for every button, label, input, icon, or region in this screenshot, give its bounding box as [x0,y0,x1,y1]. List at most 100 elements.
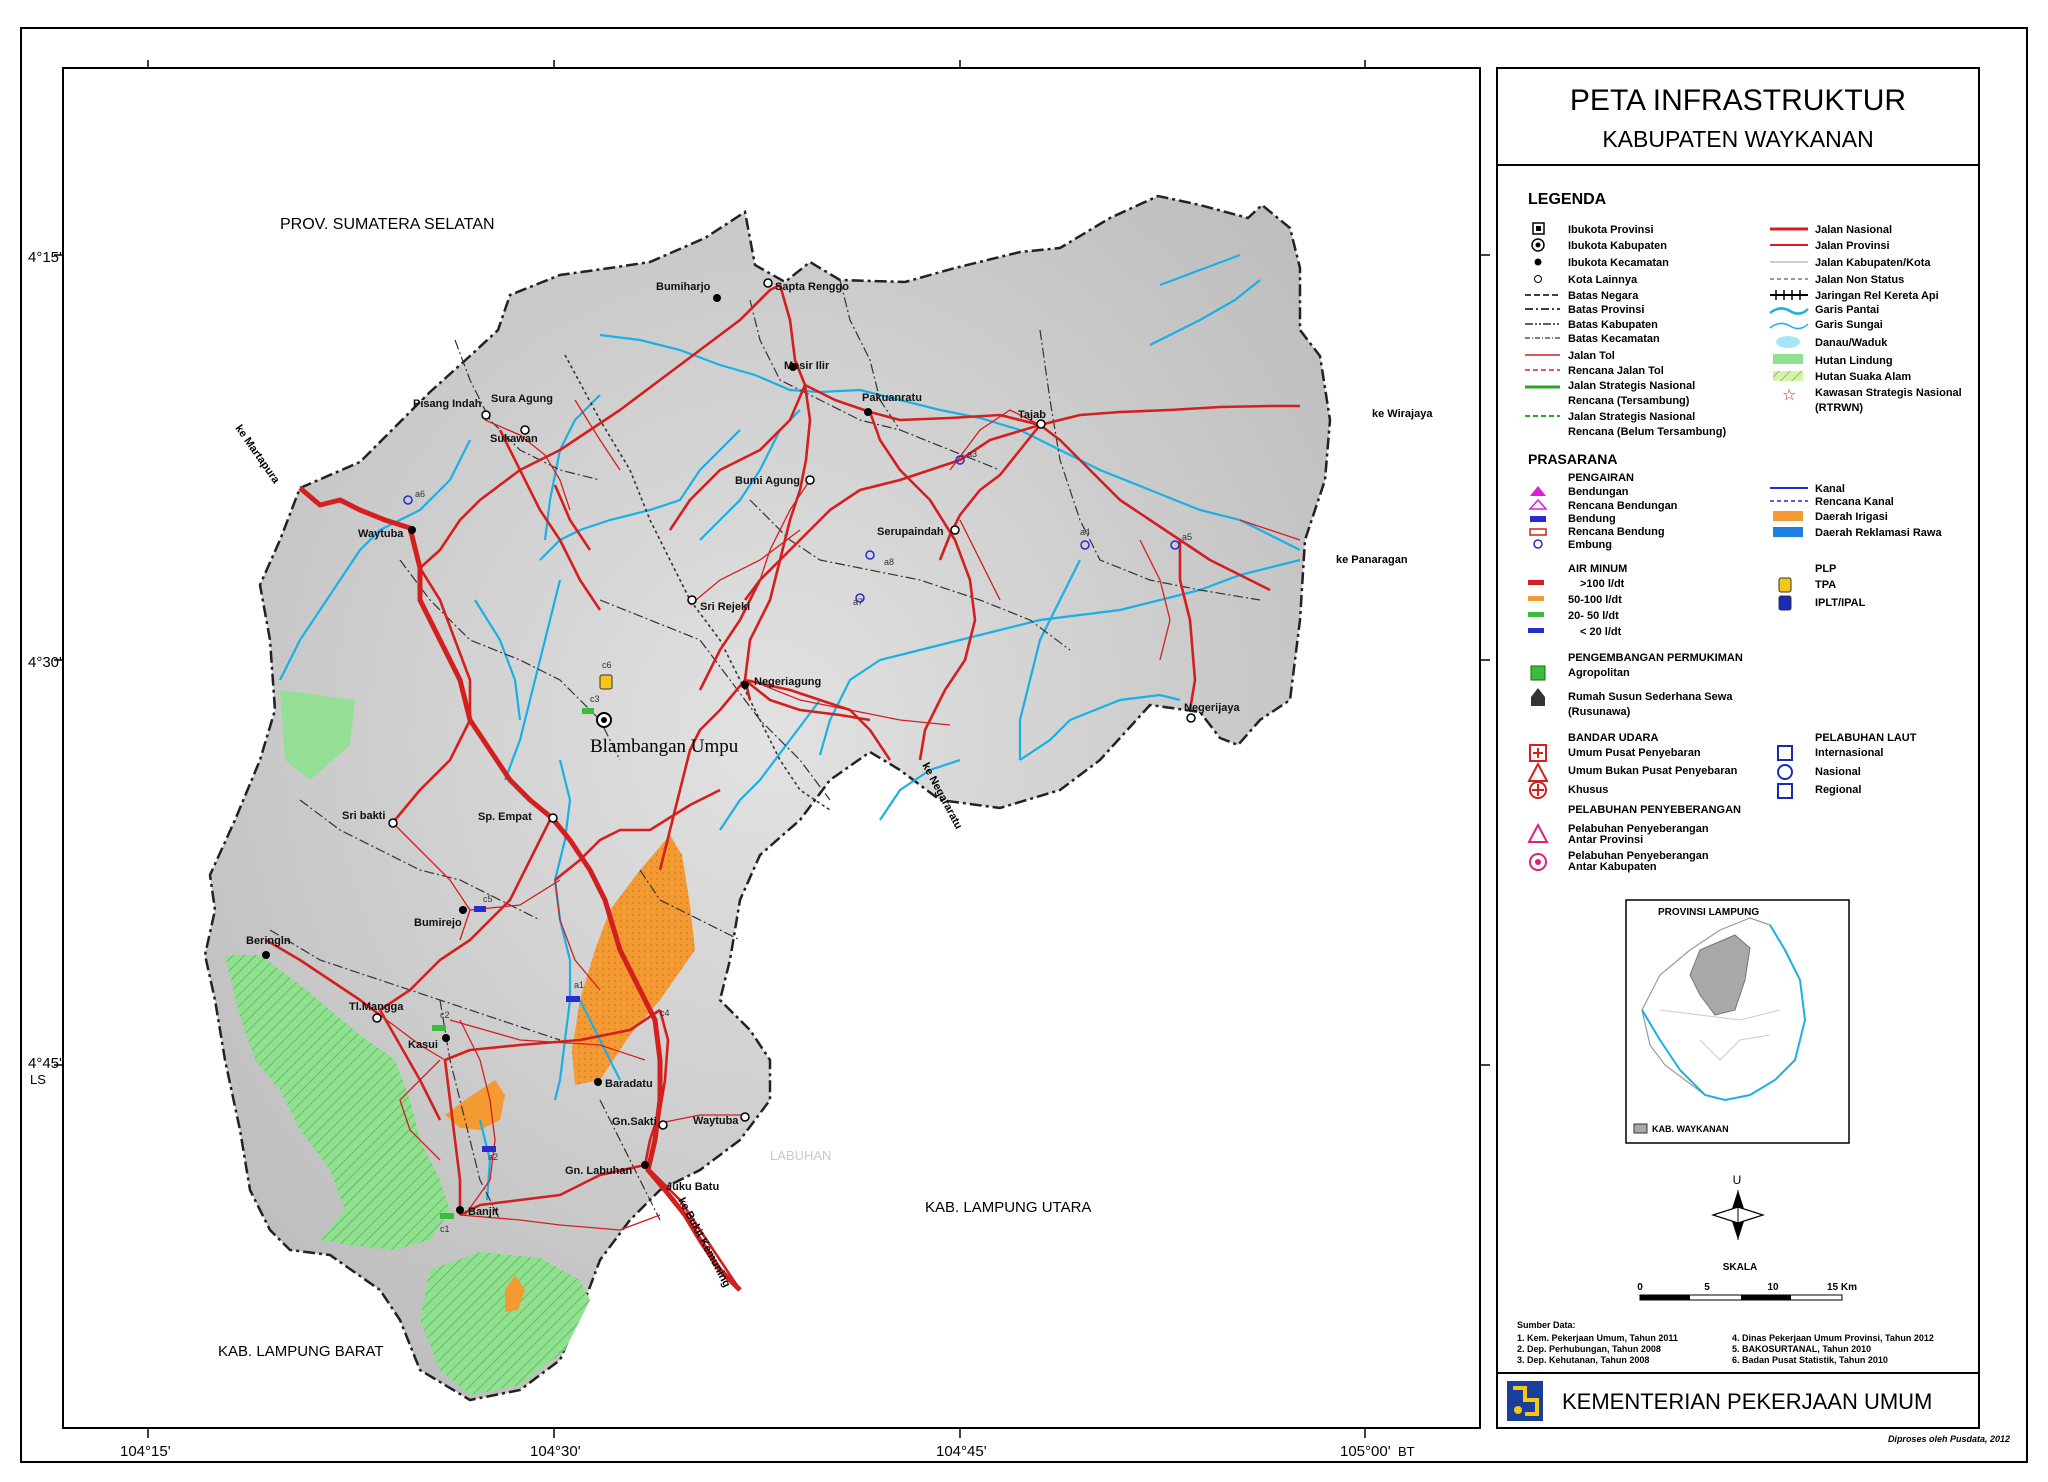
forest-south-hatch [420,1252,590,1395]
source-item: 6. Badan Pusat Statistik, Tahun 2010 [1732,1355,1888,1365]
towns: Bumiharjo Sapta Renggo Mesir Ilir Pakuan… [246,278,1241,1218]
prasarana-title: PRASARANA [1528,451,1617,467]
legend-item: Kanal [1815,483,1845,495]
legend-item: TPA [1815,579,1836,591]
lon-label-3: 104°45' [936,1443,987,1460]
legend-bandara: BANDAR UDARA Umum Pusat Penyebaran Umum … [1527,732,1917,799]
legend-item: Internasional [1815,747,1883,759]
legend-item: Jalan Strategis Nasional [1568,411,1695,423]
town-label: Bumiharjo [656,281,711,293]
legend-pengairan: PENGAIRAN Bendungan Rencana Bendungan Be… [1528,472,1942,551]
legend-title: LEGENDA [1528,191,1607,208]
town-label: Bumi Agung [735,475,800,487]
town-label: Pakuanratu [862,392,922,404]
legend-right: Jalan Nasional Jalan Provinsi Jalan Kabu… [1769,224,1962,414]
town-label: Tl.Mangga [349,1001,404,1013]
legend-item: Pelabuhan Penyeberangan [1568,850,1709,862]
region-labuhan: LABUHAN [770,1148,831,1163]
legend-item: Batas Kecamatan [1568,333,1660,345]
source-item: 1. Kem. Pekerjaan Umum, Tahun 2011 [1517,1333,1678,1343]
town-label: Pisang Indah [413,398,482,410]
capital-label: Blambangan Umpu [590,736,739,757]
section-title: PENGAIRAN [1568,472,1634,484]
legend-item: Daerah Reklamasi Rawa [1815,527,1942,539]
legend-item: Jalan Tol [1568,350,1615,362]
town-label: Beringin [246,935,291,947]
legend-item: Antar Kabupaten [1568,861,1657,873]
legend-item: Garis Sungai [1815,319,1883,331]
irrigation-small-2 [505,1275,525,1312]
trunk-road [298,486,742,1292]
legend-item: Nasional [1815,766,1861,778]
source-item: 2. Dep. Perhubungan, Tahun 2008 [1517,1344,1661,1354]
town-label: Gn.Sakti [612,1116,657,1128]
scale-tick: 15 Km [1827,1282,1857,1293]
town-label: Tajab [1018,409,1046,421]
legend-item: Daerah Irigasi [1815,511,1888,523]
district-capital: Blambangan Umpu [590,712,739,757]
town-label: Juku Batu [666,1181,719,1193]
railway [564,354,831,811]
lat-label-2: 4°30' [28,654,62,671]
source-item: 4. Dinas Pekerjaan Umum Provinsi, Tahun … [1732,1333,1934,1343]
section-title: BANDAR UDARA [1568,732,1658,744]
code-a6: a6 [415,489,425,499]
legend-item: Batas Negara [1568,290,1639,302]
svg-text:☆: ☆ [1782,387,1796,404]
code-a5: a5 [1182,532,1192,542]
lon-unit: BT [1398,1444,1415,1459]
irrigation-main-dots [572,835,695,1085]
legend-item: < 20 l/dt [1580,626,1622,638]
legend-item: Bendungan [1568,486,1629,498]
town-label: Banjit [468,1206,499,1218]
legend-item: Jalan Nasional [1815,224,1892,236]
legend-item: Rencana Jalan Tol [1568,365,1664,377]
ministry-logo [1507,1381,1543,1421]
legend-permukiman: PENGEMBANGAN PERMUKIMAN Agropolitan Ruma… [1530,652,1743,718]
town-label: Serupaindah [877,526,944,538]
map-title: PETA INFRASTRUKTUR [1570,84,1906,117]
legend-item: Danau/Waduk [1815,337,1888,349]
code-a3: a3 [967,449,977,459]
lon-label-2: 104°30' [530,1443,581,1460]
ministry-name: KEMENTERIAN PEKERJAAN UMUM [1562,1389,1932,1414]
legend-left: Ibukota Provinsi Ibukota Kabupaten Ibuko… [1525,222,1726,438]
code-c2: c2 [440,1010,450,1020]
town-label: Sapta Renggo [775,281,849,293]
lat-label-1: 4°15' [28,249,62,266]
scale-tick: 0 [1637,1282,1643,1293]
town-label: Mesir Ilir [784,360,830,372]
credit: Diproses oleh Pusdata, 2012 [1888,1434,2010,1444]
section-title: PELABUHAN PENYEBERANGAN [1568,804,1741,816]
legend-item: Embung [1568,539,1612,551]
inset-legend: KAB. WAYKANAN [1652,1124,1729,1134]
legend-item: >100 l/dt [1580,578,1625,590]
legend-item: (RTRWN) [1815,402,1863,414]
town-label: Baradatu [605,1078,653,1090]
code-c1: c1 [440,1224,450,1234]
town-label: Gn. Labuhan [565,1165,633,1177]
region-southwest: KAB. LAMPUNG BARAT [218,1343,384,1360]
town-label: Waytuba [358,528,404,540]
map-panel: 4°15' 4°30' 4°45' LS 104°15' 104°30' 104… [28,60,1490,1460]
exit-wirajaya: ke Wirajaya [1372,408,1433,420]
legend-item: IPLT/IPAL [1815,597,1866,609]
legend-item: Rencana Bendung [1568,526,1665,538]
town-label: Kasui [408,1039,438,1051]
legend-item: Ibukota Kabupaten [1568,240,1667,252]
legend-penyeberangan: PELABUHAN PENYEBERANGAN Pelabuhan Penyeb… [1527,804,1741,873]
legend-item: Kawasan Strategis Nasional [1815,387,1962,399]
scale-tick: 5 [1704,1282,1710,1293]
map-subtitle: KABUPATEN WAYKANAN [1602,126,1873,152]
forest-west [280,690,355,780]
code-c5: c5 [483,894,493,904]
code-a7: a7 [853,597,863,607]
town-label: Sri Rejeki [700,601,750,613]
code-a2: a2 [488,1152,498,1162]
legend-item: Rencana (Belum Tersambung) [1568,426,1726,438]
lon-label-4: 105°00' [1340,1443,1391,1460]
town-label: Sp. Empat [478,811,532,823]
national-roads [265,283,1300,1291]
graticule-ticks [54,60,1490,1438]
